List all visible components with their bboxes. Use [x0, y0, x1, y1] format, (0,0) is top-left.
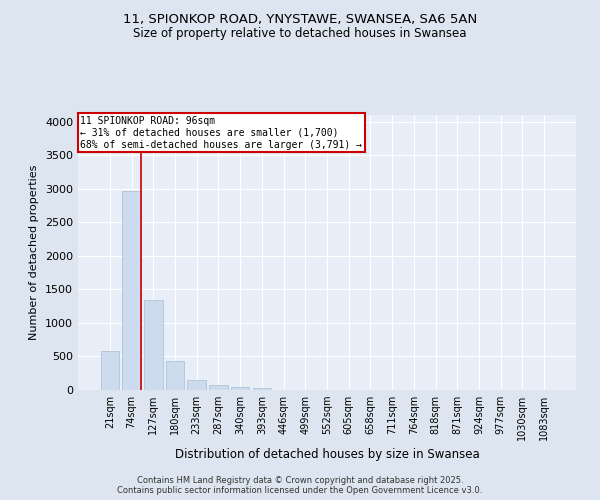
Bar [209, 385, 227, 390]
Bar [166, 361, 184, 390]
Bar [253, 388, 271, 390]
X-axis label: Distribution of detached houses by size in Swansea: Distribution of detached houses by size … [175, 448, 479, 462]
Bar [144, 300, 163, 390]
Bar [122, 191, 141, 390]
Bar [187, 380, 206, 390]
Text: Contains HM Land Registry data © Crown copyright and database right 2025.
Contai: Contains HM Land Registry data © Crown c… [118, 476, 482, 495]
Y-axis label: Number of detached properties: Number of detached properties [29, 165, 40, 340]
Text: 11 SPIONKOP ROAD: 96sqm
← 31% of detached houses are smaller (1,700)
68% of semi: 11 SPIONKOP ROAD: 96sqm ← 31% of detache… [80, 116, 362, 150]
Bar [101, 351, 119, 390]
Bar [231, 387, 250, 390]
Text: Size of property relative to detached houses in Swansea: Size of property relative to detached ho… [133, 28, 467, 40]
Text: 11, SPIONKOP ROAD, YNYSTAWE, SWANSEA, SA6 5AN: 11, SPIONKOP ROAD, YNYSTAWE, SWANSEA, SA… [123, 12, 477, 26]
